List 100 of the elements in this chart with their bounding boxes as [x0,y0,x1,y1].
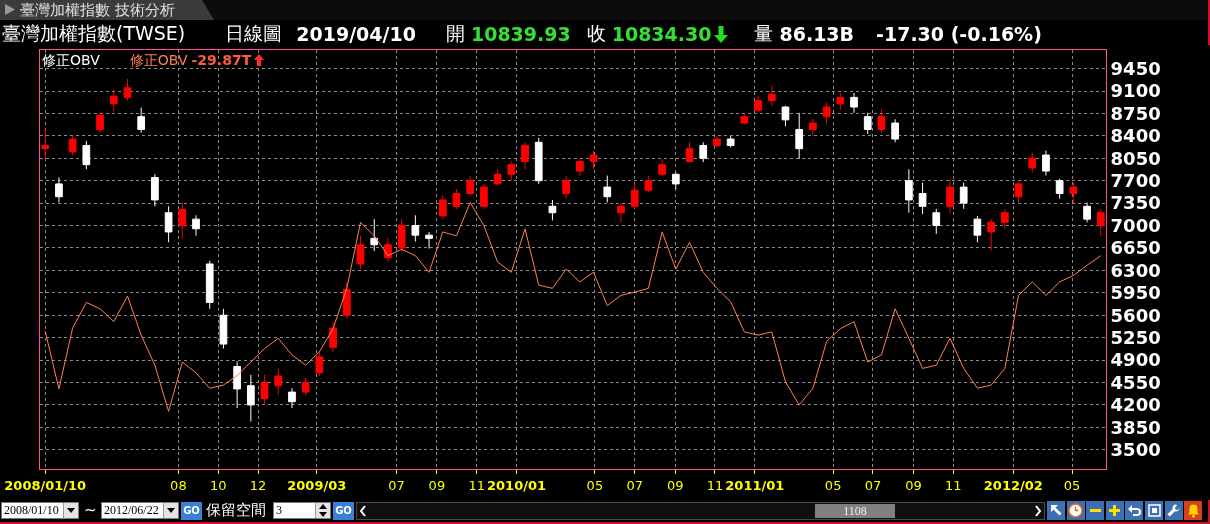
x-tick-label: 08 [170,477,187,493]
candlestick [178,201,187,239]
x-tick-label: 10 [209,477,227,493]
candlestick [863,112,872,135]
candlestick [658,158,666,177]
candlestick [617,201,625,223]
number-field: 3 [273,502,331,519]
y-tick-label: 9450 [1110,57,1161,79]
candlestick [946,178,954,214]
y-tick-label: 3850 [1110,416,1161,438]
candlestick [219,308,228,350]
candlestick [836,92,845,111]
candlestick [795,112,804,160]
y-tick-label: 7000 [1110,214,1161,236]
candlestick [260,374,269,406]
text: 收 [586,21,606,46]
candlestick [781,105,790,127]
candlestick [644,175,653,193]
text: 保留空間 [206,501,266,520]
y-tick-label: 4550 [1110,371,1161,393]
x-tick-label: 11 [468,477,485,493]
candlestick [315,351,324,376]
x-tick-label: 09 [905,477,922,493]
candlestick [329,321,337,353]
text: 臺灣加權指數(TWSE) [2,21,186,46]
candlestick [754,95,762,114]
x-tick-label: 05 [1063,477,1081,493]
x-tick-label: 11 [706,477,724,493]
x-tick-label: 05 [586,477,604,493]
candlestick [877,109,886,134]
candlestick [1083,201,1091,223]
x-tick-label: 07 [626,477,643,493]
candlestick [932,208,941,235]
candlestick [96,111,104,134]
candlestick [233,360,241,409]
y-tick-label: 9100 [1110,80,1161,102]
candlestick [41,127,50,161]
candlestick [822,102,831,125]
candlestick [288,387,296,409]
candlestick [1055,178,1064,200]
text: 開 [445,21,465,46]
candlestick [452,188,461,210]
y-tick-label: 8750 [1110,102,1161,124]
x-tick-label: 09 [428,477,446,493]
candlestick [151,173,159,207]
legend-title: 修正OBV [42,52,100,68]
candlestick [1000,208,1009,230]
y-tick-label: 7700 [1110,170,1161,191]
y-tick-label: 4900 [1110,349,1161,371]
text: 10839.93 [470,23,571,45]
candlestick [521,141,529,170]
candlestick [466,175,475,196]
candlestick [699,141,708,163]
annotation: -29.87T [191,52,252,68]
candlestick [534,137,543,185]
candlestick [671,171,680,190]
candlestick [630,182,639,210]
scroll-thumb: 1108 [815,504,895,518]
candlestick [1096,208,1105,237]
candlestick [246,374,255,423]
candlestick [342,281,351,319]
y-tick-label: 5600 [1110,304,1161,326]
candlestick [576,158,584,177]
candlestick [905,168,913,214]
candlestick [68,134,77,156]
x-tick-label: 05 [824,477,842,493]
y-tick-label: 8050 [1110,147,1161,169]
text: 2019/04/10 [296,23,416,45]
x-tick-label: 2012/02 [983,477,1043,493]
y-tick-label: 8400 [1110,125,1161,147]
candlestick [959,182,968,210]
x-tick-label: 2010/01 [487,477,547,493]
candlestick [370,218,379,252]
candlestick [123,78,132,102]
candlestick [425,231,433,250]
y-tick-label: 6650 [1110,237,1161,259]
candlestick [411,214,420,243]
candlestick [548,199,557,221]
candlestick [192,214,200,237]
text: 量 [754,21,774,46]
x-tick-label: 2008/01/10 [4,477,87,493]
text: -17.30 (-0.16%) [876,23,1042,45]
candlestick [507,160,516,182]
x-tick-label: 2009/03 [287,477,347,493]
candlestick [685,141,694,163]
go-button: GO [181,502,202,520]
candlestick [562,175,570,200]
candlestick [767,85,776,107]
candlestick [603,175,612,203]
x-tick-label: 07 [388,477,405,493]
candlestick [1069,182,1078,203]
text: ~ [84,501,97,519]
candlestick [1028,152,1037,173]
date-field: 2012/06/22 [101,502,179,519]
candlestick [1042,150,1050,177]
y-tick-label: 7350 [1110,192,1161,214]
candlestick [891,118,900,143]
text: 日線圖 [225,21,283,46]
candlestick [109,89,118,112]
candlestick [164,205,173,243]
